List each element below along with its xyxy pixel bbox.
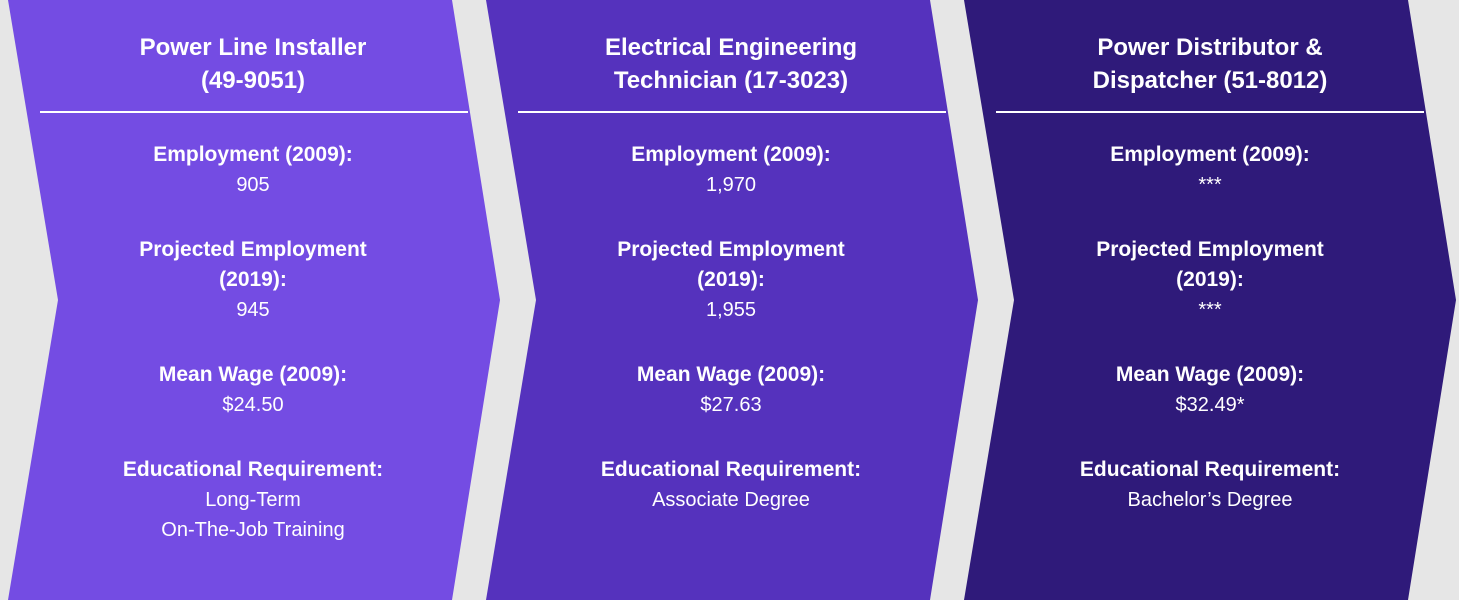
item: Projected Employment (2019): 1,955 — [531, 235, 931, 325]
item-label: Educational Requirement: — [122, 458, 384, 481]
item-value: 905 — [236, 174, 270, 196]
item-value: On-The-Job Training — [161, 519, 345, 541]
item-value: *** — [1198, 174, 1222, 196]
item-label: Educational Requirement: — [1079, 458, 1341, 481]
item: Employment (2009): 905 — [53, 140, 453, 200]
item: Employment (2009): *** — [1010, 140, 1410, 200]
item-value: Associate Degree — [652, 489, 810, 511]
item-label: (2019): — [697, 268, 765, 291]
title-line: Power Line Installer — [139, 34, 367, 61]
item-label: Mean Wage (2009): — [158, 363, 348, 386]
item-label: Mean Wage (2009): — [636, 363, 826, 386]
item: Projected Employment (2019): *** — [1010, 235, 1410, 325]
item-label: (2019): — [1176, 268, 1244, 291]
item-value: *** — [1198, 299, 1222, 321]
item-value: $27.63 — [700, 394, 762, 416]
item-value: Long-Term — [205, 489, 301, 511]
item-value: $24.50 — [222, 394, 284, 416]
item-value: 1,970 — [705, 174, 757, 196]
item-label: Employment (2009): — [1110, 143, 1310, 166]
title-line: Electrical Engineering — [604, 34, 858, 61]
chevron — [486, 0, 978, 600]
item-label: Mean Wage (2009): — [1115, 363, 1305, 386]
item-label: (2019): — [219, 268, 287, 291]
item: Educational Requirement: Bachelor’s Degre… — [1010, 455, 1410, 515]
title-line: Power Distributor & — [1097, 34, 1323, 61]
title-line: Dispatcher (51-8012) — [1092, 67, 1328, 94]
item: Educational Requirement: Associate Degree — [531, 455, 931, 515]
item: Employment (2009): 1,970 — [531, 140, 931, 200]
item: Mean Wage (2009): $24.50 — [53, 360, 453, 420]
item-label: Educational Requirement: — [600, 458, 862, 481]
item-label: Employment (2009): — [631, 143, 831, 166]
title-line: (49-9051) — [200, 67, 306, 94]
item: Educational Requirement: Long-Term On-The-… — [53, 455, 453, 545]
item-label: Projected Employment — [139, 238, 367, 261]
item: Mean Wage (2009): $32.49* — [1010, 360, 1410, 420]
item-value: Bachelor’s Degree — [1127, 489, 1293, 511]
title-line: Technician (17-3023) — [613, 67, 849, 94]
item-label: Employment (2009): — [153, 143, 353, 166]
item-label: Projected Employment — [1096, 238, 1324, 261]
item-value: 945 — [236, 299, 270, 321]
card-title: Electrical Engineering Technician (17-302… — [531, 31, 931, 97]
item-value: $32.49* — [1175, 394, 1245, 416]
card-title: Power Distributor & Dispatcher (51-8012) — [1010, 31, 1410, 97]
items: Employment (2009): *** Projected Employmen… — [1010, 140, 1410, 550]
chevron — [964, 0, 1456, 600]
item: Projected Employment (2019): 945 — [53, 235, 453, 325]
items: Employment (2009): 905 Projected Employmen… — [53, 140, 453, 580]
card-title: Power Line Installer (49-9051) — [53, 31, 453, 97]
item-value: 1,955 — [705, 299, 757, 321]
item: Mean Wage (2009): $27.63 — [531, 360, 931, 420]
item-label: Projected Employment — [617, 238, 845, 261]
items: Employment (2009): 1,970 Projected Employm… — [531, 140, 931, 550]
chevron — [8, 0, 500, 600]
